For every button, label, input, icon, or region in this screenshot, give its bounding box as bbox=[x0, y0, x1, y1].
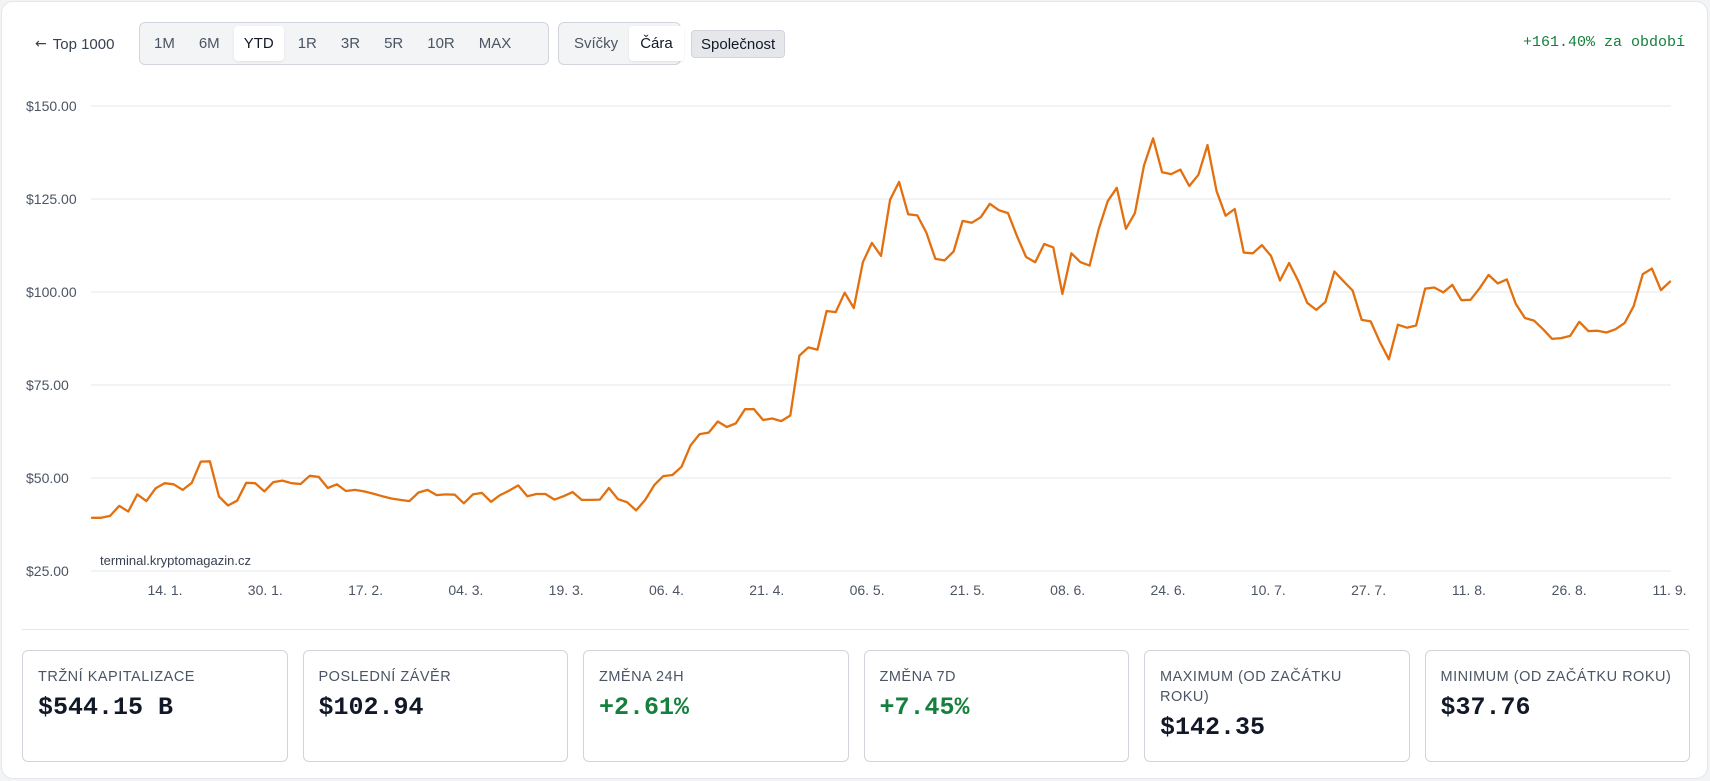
x-tick-label: 21. 5. bbox=[950, 582, 985, 598]
stat-label: Maximum (od začátku roku) bbox=[1160, 669, 1342, 705]
stat-value: $37.76 bbox=[1440, 693, 1531, 722]
company-button[interactable]: Společnost bbox=[691, 30, 786, 58]
x-tick-label: 11. 9. bbox=[1653, 582, 1687, 598]
stat-card-last-close: Poslední závěr $102.94 bbox=[302, 650, 568, 762]
x-tick-label: 30. 1. bbox=[248, 582, 283, 598]
price-chart-svg: $150.00$125.00$100.00$75.00$50.00$25.00 … bbox=[26, 98, 1687, 598]
section-divider bbox=[22, 629, 1689, 630]
stat-label: Minimum (od začátku roku) bbox=[1440, 669, 1672, 685]
x-tick-label: 27. 7. bbox=[1351, 582, 1386, 598]
y-tick-label: $50.00 bbox=[26, 470, 69, 486]
stats-row: Tržní kapitalizace $544.15 B Poslední zá… bbox=[22, 650, 1690, 762]
x-tick-label: 26. 8. bbox=[1552, 582, 1587, 598]
range-1r-button[interactable]: 1R bbox=[288, 26, 327, 61]
range-ytd-button[interactable]: YTD bbox=[233, 26, 284, 61]
chart-grid bbox=[91, 105, 1671, 572]
chart-toolbar: ← Top 1000 1M 6M YTD 1R 3R 5R 10R MAX Sv… bbox=[2, 2, 1707, 86]
stat-label: Tržní kapitalizace bbox=[38, 669, 195, 685]
x-tick-label: 08. 6. bbox=[1050, 582, 1085, 598]
x-tick-label: 04. 3. bbox=[448, 582, 483, 598]
x-tick-label: 11. 8. bbox=[1452, 582, 1486, 598]
back-to-top-1000-link[interactable]: ← Top 1000 bbox=[35, 32, 114, 56]
x-tick-label: 14. 1. bbox=[147, 582, 182, 598]
back-link-label: Top 1000 bbox=[52, 35, 115, 53]
x-tick-label: 10. 7. bbox=[1251, 582, 1286, 598]
range-5r-button[interactable]: 5R bbox=[374, 26, 413, 61]
price-chart: $150.00 $125.00 $100.00 $75.00 $50.00 $25.00 … bbox=[2, 86, 1707, 606]
stat-card-ytd-max: Maximum (od začátku roku) $142.35 bbox=[1144, 650, 1410, 762]
stat-card-change-24h: Změna 24H +2.61% bbox=[583, 650, 849, 762]
stat-label: Změna 24H bbox=[599, 669, 685, 685]
watermark-text: terminal.kryptomagazin.cz bbox=[100, 553, 251, 568]
arrow-left-icon: ← bbox=[35, 36, 47, 52]
range-3r-button[interactable]: 3R bbox=[331, 26, 370, 61]
stat-label: Poslední závěr bbox=[318, 669, 452, 685]
x-tick-label: 06. 5. bbox=[850, 582, 885, 598]
range-max-button[interactable]: MAX bbox=[469, 26, 522, 61]
candles-button[interactable]: Svíčky bbox=[563, 26, 629, 61]
x-tick-label: 19. 3. bbox=[549, 582, 584, 598]
y-tick-label: $25.00 bbox=[26, 563, 69, 579]
stat-value: +2.61% bbox=[599, 693, 690, 722]
stat-value: $102.94 bbox=[318, 693, 424, 722]
y-axis: $150.00 $125.00 $100.00 $75.00 $50.00 $25.00 bbox=[26, 98, 77, 579]
period-change-label: +161.40% za období bbox=[1522, 34, 1685, 51]
range-selector: 1M 6M YTD 1R 3R 5R 10R MAX bbox=[139, 22, 549, 65]
stat-value: $544.15 B bbox=[38, 693, 174, 722]
chart-type-selector: Svíčky Čára bbox=[558, 22, 684, 65]
x-axis: 14. 1. 30. 1. 17. 2. 04. 3. 19. 3. 06. 4. 21. … bbox=[147, 582, 1686, 598]
y-tick-label: $75.00 bbox=[26, 377, 69, 393]
x-tick-label: 21. 4. bbox=[749, 582, 784, 598]
stat-value: +7.45% bbox=[879, 693, 970, 722]
y-tick-label: $100.00 bbox=[26, 284, 77, 300]
stat-value: $142.35 bbox=[1160, 713, 1266, 742]
stat-card-change-7d: Změna 7D +7.45% bbox=[863, 650, 1129, 762]
stat-card-market-cap: Tržní kapitalizace $544.15 B bbox=[22, 650, 288, 762]
line-button[interactable]: Čára bbox=[629, 26, 684, 61]
y-tick-label: $125.00 bbox=[26, 191, 77, 207]
x-tick-label: 17. 2. bbox=[348, 582, 383, 598]
y-tick-label: $150.00 bbox=[26, 98, 77, 114]
price-series-line bbox=[90, 137, 1672, 519]
stat-label: Změna 7D bbox=[879, 669, 957, 685]
range-1m-button[interactable]: 1M bbox=[144, 26, 185, 61]
range-6m-button[interactable]: 6M bbox=[189, 26, 230, 61]
x-tick-label: 24. 6. bbox=[1150, 582, 1185, 598]
x-tick-label: 06. 4. bbox=[649, 582, 684, 598]
stat-card-ytd-min: Minimum (od začátku roku) $37.76 bbox=[1424, 650, 1690, 762]
range-10r-button[interactable]: 10R bbox=[417, 26, 465, 61]
